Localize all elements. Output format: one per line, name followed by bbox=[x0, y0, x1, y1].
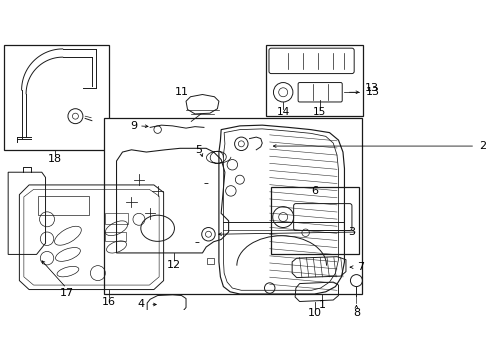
Text: 9: 9 bbox=[130, 121, 137, 131]
Bar bbox=[206, 258, 214, 264]
Text: 14: 14 bbox=[276, 107, 289, 117]
Text: 3: 3 bbox=[348, 227, 355, 237]
Text: 7: 7 bbox=[356, 262, 364, 272]
Text: 17: 17 bbox=[59, 288, 73, 298]
Bar bbox=[265, 45, 363, 116]
Text: 6: 6 bbox=[310, 186, 317, 196]
Text: –: – bbox=[203, 179, 208, 188]
Bar bbox=[38, 196, 89, 215]
Text: 8: 8 bbox=[352, 309, 359, 319]
Text: 15: 15 bbox=[312, 107, 326, 117]
Bar bbox=[271, 187, 359, 255]
Bar bbox=[105, 213, 127, 224]
Text: 16: 16 bbox=[102, 297, 116, 306]
Text: 11: 11 bbox=[174, 87, 188, 97]
Bar bbox=[103, 118, 361, 294]
Text: 4: 4 bbox=[138, 300, 144, 310]
Text: 10: 10 bbox=[307, 309, 321, 319]
Text: 13: 13 bbox=[364, 83, 378, 93]
Bar bbox=[4, 45, 109, 150]
Bar bbox=[105, 232, 126, 241]
Text: 13: 13 bbox=[365, 87, 379, 97]
Text: 12: 12 bbox=[167, 260, 181, 270]
Text: 18: 18 bbox=[48, 154, 62, 164]
Text: –: – bbox=[194, 237, 199, 247]
Text: 2: 2 bbox=[478, 141, 485, 151]
Text: 5: 5 bbox=[195, 145, 202, 155]
Text: 1: 1 bbox=[318, 300, 325, 310]
